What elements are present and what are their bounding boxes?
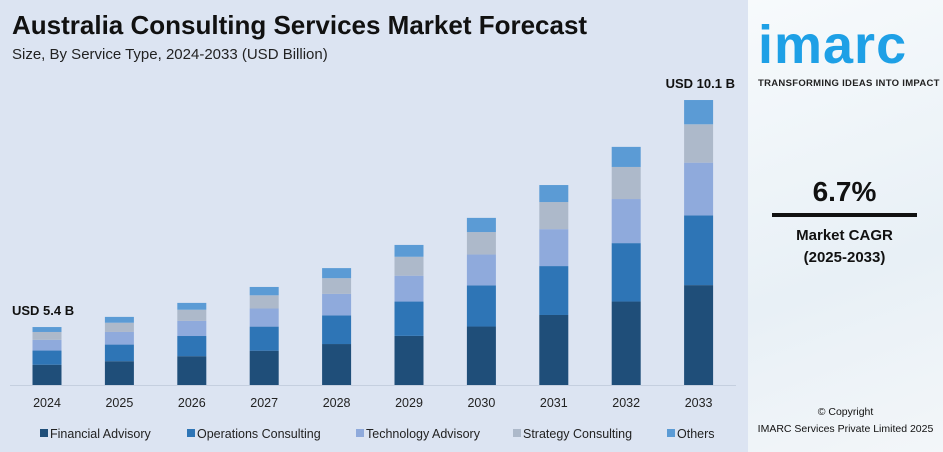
chart-title: Australia Consulting Services Market For… bbox=[12, 10, 588, 40]
legend-label: Others bbox=[677, 427, 715, 441]
bar-segment bbox=[466, 217, 496, 233]
divider bbox=[772, 213, 917, 217]
bar-segment bbox=[32, 327, 62, 332]
bar-segment bbox=[249, 326, 279, 351]
bar-segment bbox=[611, 146, 641, 167]
x-tick-label: 2024 bbox=[33, 396, 61, 410]
legend-label: Technology Advisory bbox=[366, 427, 481, 441]
tagline: TRANSFORMING IDEAS INTO IMPACT bbox=[758, 78, 940, 89]
bar-segment bbox=[466, 285, 496, 327]
legend-label: Operations Consulting bbox=[197, 427, 321, 441]
cagr-value: 6.7% bbox=[812, 176, 877, 207]
bar-segment bbox=[104, 316, 134, 323]
legend-label: Strategy Consulting bbox=[523, 427, 632, 441]
cagr-period: (2025-2033) bbox=[803, 249, 886, 266]
bar-segment bbox=[539, 229, 569, 267]
bar-segment bbox=[539, 185, 569, 203]
bar-segment bbox=[32, 331, 62, 340]
bar-segment bbox=[249, 295, 279, 309]
data-label: USD 10.1 B bbox=[666, 76, 735, 91]
bar-segment bbox=[466, 254, 496, 286]
stacked-bar-chart: 2024 USD 5.4 B 2025 2026 2027 2028 2029 2030 203… bbox=[10, 76, 736, 441]
bar-segment bbox=[322, 293, 352, 316]
x-tick-label: 2032 bbox=[612, 396, 640, 410]
x-tick-label: 2030 bbox=[467, 396, 495, 410]
bar-segment bbox=[539, 202, 569, 230]
bar-segment bbox=[32, 364, 62, 385]
bar-segment bbox=[32, 350, 62, 365]
bar-segment bbox=[104, 322, 134, 332]
copyright-company: IMARC Services Private Limited 2025 bbox=[757, 423, 934, 435]
bar-segment bbox=[539, 314, 569, 385]
x-tick-label: 2028 bbox=[323, 396, 351, 410]
x-tick-label: 2027 bbox=[250, 396, 278, 410]
x-tick-label: 2026 bbox=[178, 396, 206, 410]
bar-segment bbox=[322, 268, 352, 279]
bar-segment bbox=[611, 243, 641, 302]
bar-segment bbox=[466, 326, 496, 385]
bar-segment bbox=[611, 166, 641, 200]
legend-swatch bbox=[187, 429, 195, 437]
x-tick-label: 2031 bbox=[540, 396, 568, 410]
bar-segment bbox=[611, 199, 641, 244]
bar-segment bbox=[611, 301, 641, 385]
bar-segment bbox=[177, 309, 207, 321]
legend-label: Financial Advisory bbox=[50, 427, 151, 441]
bar-segment bbox=[466, 232, 496, 255]
legend-swatch bbox=[513, 429, 521, 437]
imarc-logo: imarc bbox=[758, 15, 908, 75]
chart-subtitle: Size, By Service Type, 2024-2033 (USD Bi… bbox=[12, 46, 328, 63]
bar-segment bbox=[104, 344, 134, 362]
bar-segment bbox=[684, 215, 714, 286]
bar-segment bbox=[394, 256, 424, 276]
bar-segment bbox=[394, 335, 424, 385]
legend-swatch bbox=[40, 429, 48, 437]
data-label: USD 5.4 B bbox=[12, 303, 74, 318]
legend-swatch bbox=[356, 429, 364, 437]
bar-segment bbox=[249, 308, 279, 327]
bar-segment bbox=[394, 275, 424, 302]
bar-segment bbox=[249, 286, 279, 296]
copyright: © Copyright bbox=[817, 406, 874, 418]
bar-segment bbox=[684, 162, 714, 216]
bar-segment bbox=[177, 320, 207, 337]
bar-segment bbox=[322, 344, 352, 385]
legend-swatch bbox=[667, 429, 675, 437]
x-tick-label: 2025 bbox=[105, 396, 133, 410]
bar-segment bbox=[104, 361, 134, 385]
bar-segment bbox=[104, 331, 134, 345]
bar-segment bbox=[32, 339, 62, 351]
x-tick-label: 2029 bbox=[395, 396, 423, 410]
bar-segment bbox=[539, 266, 569, 315]
bar-segment bbox=[249, 350, 279, 385]
bar-segment bbox=[177, 336, 207, 357]
bar-segment bbox=[394, 244, 424, 257]
bar-segment bbox=[684, 285, 714, 385]
bar-segment bbox=[684, 100, 714, 125]
x-tick-label: 2033 bbox=[685, 396, 713, 410]
bar-segment bbox=[177, 356, 207, 385]
bar-segment bbox=[684, 124, 714, 163]
bar-segment bbox=[322, 315, 352, 345]
bar-segment bbox=[394, 301, 424, 336]
bar-segment bbox=[322, 278, 352, 294]
cagr-label: Market CAGR bbox=[796, 227, 893, 244]
bar-segment bbox=[177, 302, 207, 310]
brand-panel bbox=[748, 0, 943, 452]
